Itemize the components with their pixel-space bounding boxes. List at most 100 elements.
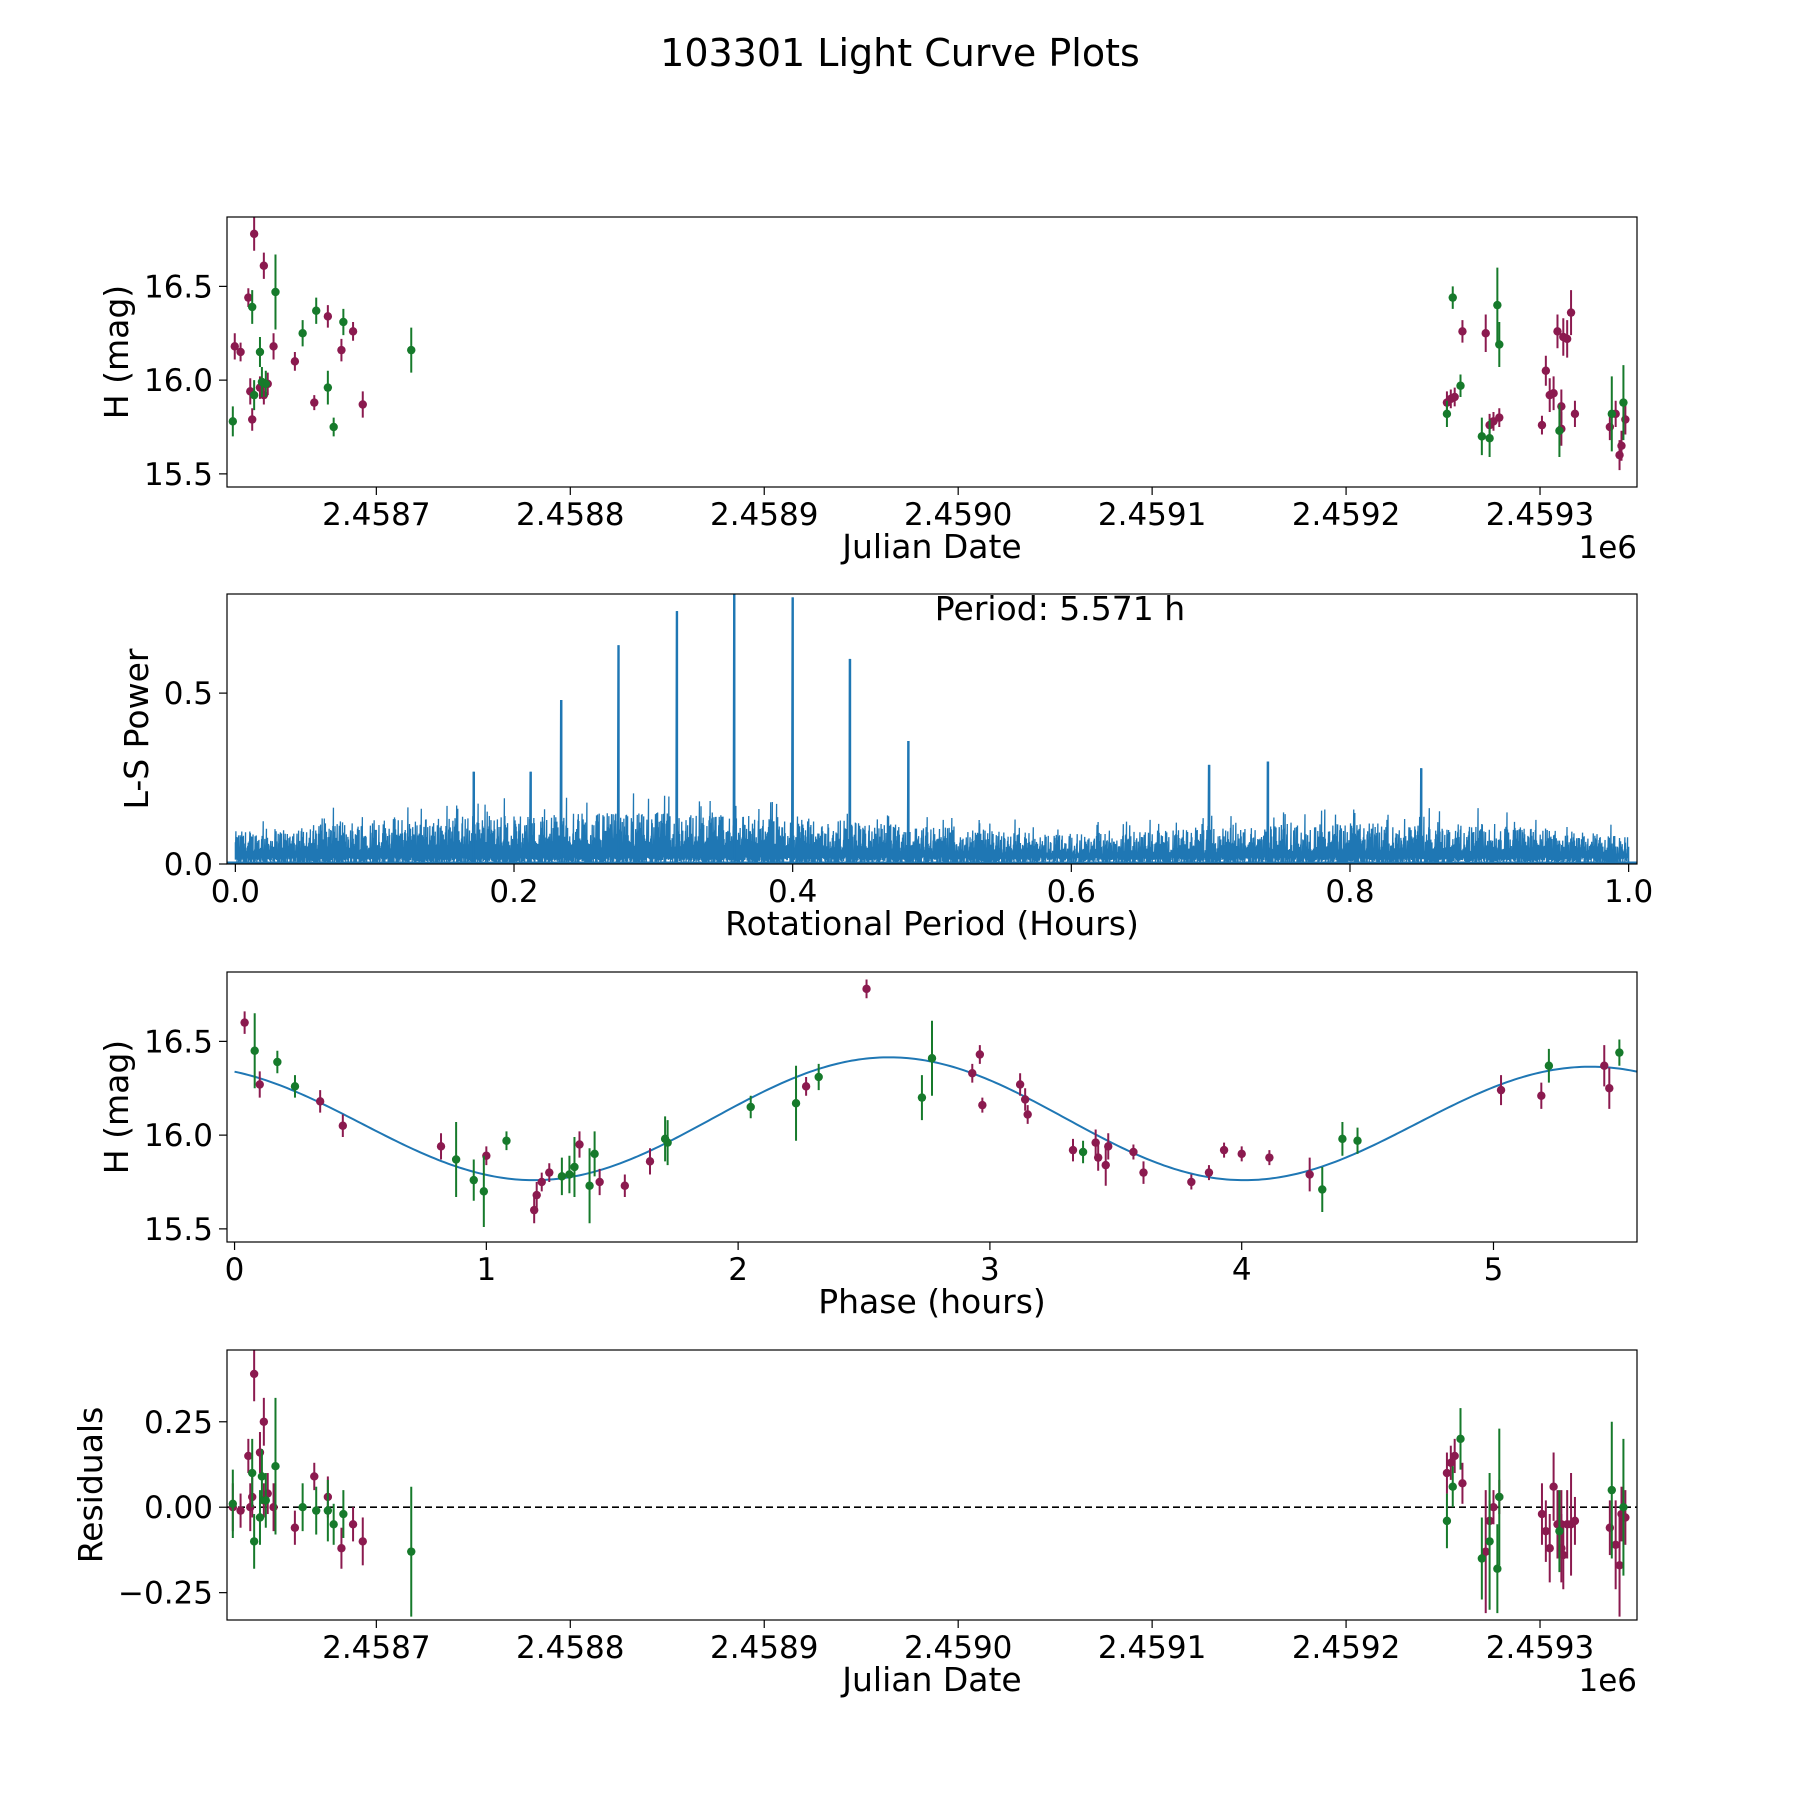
red-data-point xyxy=(246,1503,255,1512)
green-data-point xyxy=(329,422,338,432)
red-data-point xyxy=(1187,1177,1196,1187)
red-data-point xyxy=(1496,1085,1506,1095)
red-data-point xyxy=(1559,1550,1568,1560)
red-data-point xyxy=(1450,1451,1459,1461)
green-data-point xyxy=(479,1187,489,1196)
red-data-point xyxy=(1495,413,1504,422)
model-fit-curve xyxy=(234,1056,1637,1182)
red-data-point xyxy=(259,261,269,270)
phasefold-ticks: 0 1 2 3 4 5 15.5 16.0 16.5 xyxy=(144,1024,1503,1288)
red-data-point xyxy=(436,1142,446,1151)
green-data-point xyxy=(407,345,416,355)
y-tick-label: 0.25 xyxy=(144,1405,213,1441)
green-data-point xyxy=(1442,1516,1452,1526)
red-data-point xyxy=(255,1448,265,1457)
green-data-point xyxy=(312,1506,321,1515)
red-data-point xyxy=(1446,1458,1456,1467)
green-data-point xyxy=(1619,398,1628,407)
red-data-point xyxy=(255,1080,264,1089)
green-data-point xyxy=(228,417,238,426)
green-data-point xyxy=(1448,293,1457,302)
red-data-point xyxy=(1611,1540,1620,1550)
red-data-point xyxy=(978,1100,987,1110)
red-data-point xyxy=(1557,402,1566,411)
x-tick-label: 2.4588 xyxy=(516,1630,624,1666)
red-data-point xyxy=(545,1168,554,1177)
lightcurve-offset-label: 1e6 xyxy=(1578,530,1637,566)
red-data-point xyxy=(1093,1153,1103,1162)
red-data-point xyxy=(269,1503,278,1512)
red-data-point xyxy=(1489,1503,1498,1512)
green-data-point xyxy=(1619,1503,1628,1512)
green-data-point xyxy=(249,390,259,400)
red-data-point xyxy=(1101,1160,1110,1170)
red-data-point xyxy=(1139,1168,1148,1177)
lightcurve-marks xyxy=(228,217,1630,471)
red-data-point xyxy=(975,1050,985,1059)
phasefold-marks xyxy=(234,979,1637,1227)
green-data-point xyxy=(570,1162,579,1172)
red-data-point xyxy=(575,1140,584,1149)
red-data-point xyxy=(1020,1095,1030,1104)
red-data-point xyxy=(348,1520,358,1529)
red-data-point xyxy=(1104,1142,1113,1151)
phasefold-ylabel: H (mag) xyxy=(97,1040,136,1174)
x-tick-label: 2.4593 xyxy=(1486,1630,1594,1666)
green-data-point xyxy=(1495,340,1504,349)
green-data-point xyxy=(290,1082,300,1091)
green-data-point xyxy=(228,1499,238,1508)
red-data-point xyxy=(358,400,367,409)
red-data-point xyxy=(1615,450,1624,460)
lightcurve-axes-frame xyxy=(226,216,1638,488)
red-data-point xyxy=(310,398,319,407)
red-data-point xyxy=(1617,441,1626,450)
residuals-xlabel: Julian Date xyxy=(840,1660,1022,1699)
green-data-point xyxy=(407,1547,416,1556)
y-tick-label: 16.5 xyxy=(144,269,213,305)
red-data-point xyxy=(1545,1544,1554,1553)
red-data-point xyxy=(244,293,253,302)
residuals-offset-label: 1e6 xyxy=(1578,1663,1637,1699)
red-data-point xyxy=(248,415,257,424)
green-data-point xyxy=(298,1503,307,1512)
x-tick-label: 2.4592 xyxy=(1292,497,1400,533)
green-data-point xyxy=(248,302,257,312)
lightcurve-xlabel: Julian Date xyxy=(840,527,1022,566)
x-tick-label: 2.4590 xyxy=(904,497,1012,533)
residuals-marks xyxy=(227,1350,1637,1617)
x-tick-label: 2.4592 xyxy=(1292,1630,1400,1666)
green-data-point xyxy=(323,1506,333,1515)
x-tick-label: 2.4589 xyxy=(710,497,818,533)
green-data-point xyxy=(1544,1061,1554,1070)
red-data-point xyxy=(862,984,871,994)
red-data-point xyxy=(230,342,239,351)
green-data-point xyxy=(1477,432,1487,441)
phasefold-panel: 0 1 2 3 4 5 15.5 16.0 16.5 Phase (hours) H (mag) xyxy=(97,971,1638,1321)
green-data-point xyxy=(814,1072,823,1082)
red-data-point xyxy=(1305,1170,1314,1179)
x-tick-label: 2.4587 xyxy=(322,1630,430,1666)
green-data-point xyxy=(339,1509,348,1519)
red-data-point xyxy=(1265,1153,1274,1162)
green-data-point xyxy=(1318,1185,1327,1194)
red-data-point xyxy=(1621,415,1630,424)
red-data-point xyxy=(315,1097,325,1106)
periodogram-ylabel: L-S Power xyxy=(117,648,156,809)
y-tick-label: 16.0 xyxy=(144,1118,213,1154)
red-data-point xyxy=(1570,409,1580,419)
x-tick-label: 2 xyxy=(728,1252,748,1288)
y-tick-label: −0.25 xyxy=(118,1576,213,1612)
red-data-point xyxy=(1204,1168,1214,1177)
lightcurve-ylabel: H (mag) xyxy=(97,285,136,419)
red-data-point xyxy=(1481,1547,1490,1556)
x-tick-label: 0 xyxy=(225,1252,245,1288)
green-data-point xyxy=(1493,1564,1502,1573)
red-data-point xyxy=(968,1069,977,1078)
red-data-point xyxy=(1549,389,1558,398)
red-data-point xyxy=(337,345,346,355)
green-data-point xyxy=(1495,1492,1504,1502)
phasefold-xlabel: Phase (hours) xyxy=(818,1282,1046,1321)
green-data-point xyxy=(261,1496,270,1505)
red-data-point xyxy=(1537,420,1547,430)
